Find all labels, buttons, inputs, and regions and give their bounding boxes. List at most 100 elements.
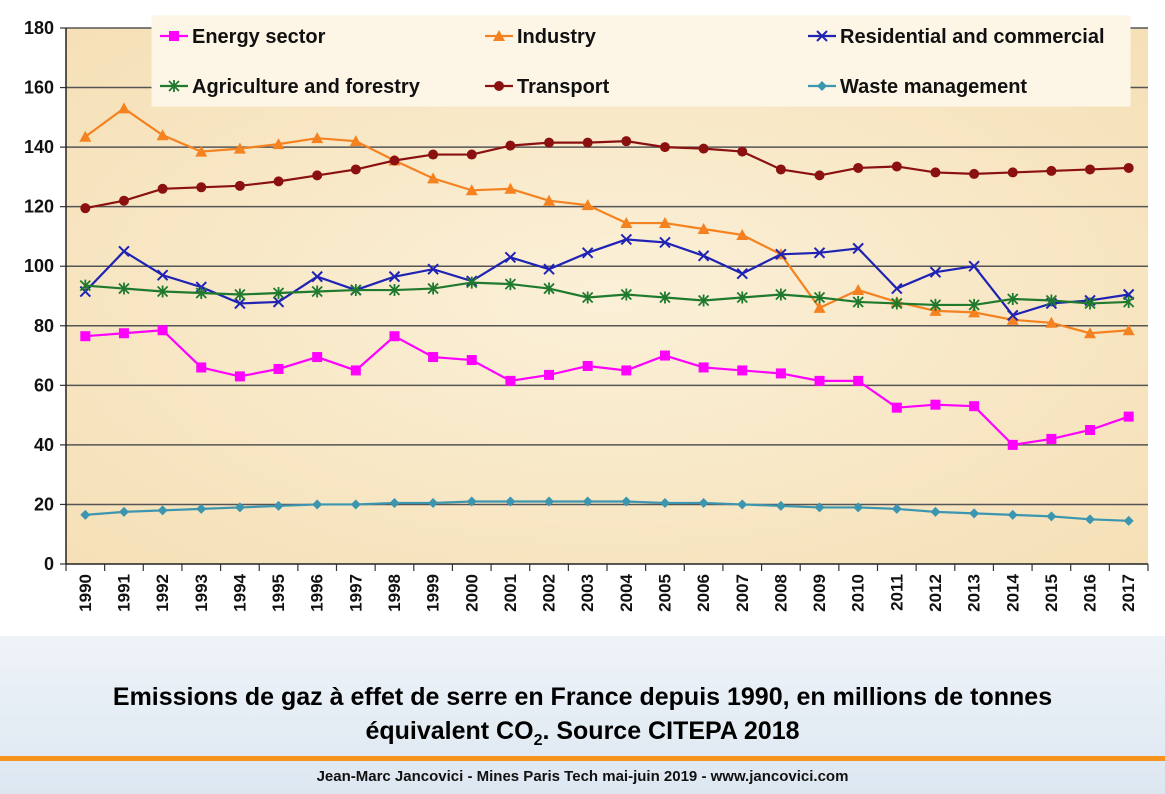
data-point-energy-sector (157, 325, 168, 336)
data-point-industry (465, 184, 478, 196)
x-tick-label: 1998 (385, 574, 404, 612)
x-tick-label: 1994 (230, 573, 249, 611)
data-point-agriculture-and-forestry (1007, 292, 1019, 305)
y-tick-label: 0 (44, 554, 54, 574)
data-point-agriculture-and-forestry (852, 295, 864, 308)
x-tick-label: 2016 (1081, 574, 1100, 612)
data-point-transport (775, 164, 786, 175)
axes: 0 20 40 60 80 100 120 140 160 180 1990 1991 1992 1993… (24, 18, 1149, 612)
data-point-industry (968, 306, 981, 318)
data-point-residential-and-commercial (311, 270, 323, 283)
data-point-agriculture-and-forestry (118, 282, 130, 295)
x-tick-label: 2009 (810, 574, 829, 612)
data-point-agriculture-and-forestry (813, 291, 826, 304)
data-point-residential-and-commercial (543, 263, 555, 275)
x-tick-label: 2011 (887, 574, 906, 611)
series-line-waste-management (85, 500, 1129, 522)
legend-entry-waste-management: Waste management (808, 76, 1027, 98)
data-point-transport (814, 170, 825, 181)
data-point-energy-sector (737, 365, 748, 376)
data-point-waste-management (234, 502, 245, 513)
data-point-transport (1046, 165, 1057, 176)
data-point-transport (621, 136, 632, 147)
data-point-waste-management (1007, 509, 1018, 520)
x-tick-label: 2005 (655, 574, 674, 612)
caption-panel (0, 636, 1165, 794)
data-point-energy-sector (466, 355, 477, 366)
data-point-transport (466, 149, 477, 160)
data-point-agriculture-and-forestry (156, 285, 169, 298)
data-point-agriculture-and-forestry (1045, 294, 1058, 307)
x-tick-label: 2014 (1003, 573, 1022, 611)
data-point-waste-management (544, 496, 555, 507)
data-point-residential-and-commercial (1007, 309, 1019, 322)
legend-swatch-marker (168, 80, 180, 92)
data-point-energy-sector (234, 371, 245, 382)
data-point-industry (1084, 327, 1097, 339)
series-line-industry (84, 107, 1129, 335)
data-point-waste-management (80, 509, 91, 520)
y-tick-label: 80 (34, 316, 54, 336)
x-tick-label: 2007 (733, 574, 752, 612)
x-tick-label: 2003 (578, 574, 597, 612)
data-point-waste-management (969, 508, 980, 519)
data-point-transport (234, 180, 245, 191)
data-point-residential-and-commercial (581, 247, 594, 259)
data-point-residential-and-commercial (968, 260, 980, 272)
data-point-transport (80, 203, 91, 214)
legend-entry-residential-and-commercial: Residential and commercial (808, 26, 1105, 48)
legend-swatch-marker (817, 81, 827, 91)
data-point-agriculture-and-forestry (388, 284, 401, 297)
data-point-industry (1006, 313, 1019, 325)
data-point-transport (544, 137, 555, 148)
data-point-agriculture-and-forestry (697, 294, 710, 307)
data-point-industry (620, 217, 633, 229)
legend-swatch-marker (494, 81, 504, 91)
data-point-waste-management (1123, 515, 1134, 526)
data-point-agriculture-and-forestry (543, 282, 555, 295)
data-point-waste-management (582, 496, 593, 507)
data-point-transport (737, 146, 748, 157)
data-point-waste-management (930, 506, 941, 517)
data-point-waste-management (428, 497, 439, 508)
legend-entry-energy-sector: Energy sector (160, 26, 326, 48)
data-point-industry (1045, 316, 1058, 328)
data-point-residential-and-commercial (929, 266, 942, 278)
data-point-energy-sector (196, 362, 207, 373)
data-point-energy-sector (814, 375, 825, 386)
data-point-agriculture-and-forestry (582, 291, 594, 304)
data-point-waste-management (814, 502, 825, 513)
series-waste-management (80, 496, 1134, 526)
data-point-energy-sector (659, 350, 670, 361)
data-point-agriculture-and-forestry (929, 298, 942, 311)
data-point-industry (504, 182, 517, 194)
data-point-residential-and-commercial (852, 242, 864, 255)
data-point-energy-sector (1123, 411, 1134, 422)
data-point-agriculture-and-forestry (272, 287, 285, 300)
data-point-industry (233, 142, 246, 154)
data-point-transport (659, 142, 670, 153)
chart-frame: 0 20 40 60 80 100 120 140 160 180 1990 1991 1992 1993… (23, 16, 1149, 612)
chart-caption: Emissions de gaz à effet de serre en Fra… (20, 680, 1145, 758)
x-tick-label: 2010 (849, 574, 868, 612)
data-point-energy-sector (969, 401, 980, 412)
data-point-energy-sector (1085, 425, 1096, 435)
data-point-energy-sector (118, 328, 129, 339)
data-point-transport (428, 149, 439, 160)
data-point-agriculture-and-forestry (891, 297, 903, 310)
data-point-industry (79, 130, 92, 142)
legend-label: Residential and commercial (840, 26, 1105, 48)
data-point-industry (658, 217, 671, 229)
data-point-energy-sector (582, 360, 593, 371)
data-point-residential-and-commercial (659, 236, 671, 249)
series-line-energy-sector (85, 329, 1130, 447)
series-line-agriculture-and-forestry (85, 281, 1129, 307)
x-tick-label: 1990 (76, 574, 95, 612)
data-point-residential-and-commercial (775, 248, 787, 261)
data-point-waste-management (157, 505, 168, 516)
data-point-energy-sector (698, 362, 709, 373)
legend-entry-transport: Transport (485, 76, 610, 98)
data-point-agriculture-and-forestry (1084, 297, 1096, 310)
data-point-transport (853, 162, 864, 173)
data-point-residential-and-commercial (427, 263, 439, 275)
